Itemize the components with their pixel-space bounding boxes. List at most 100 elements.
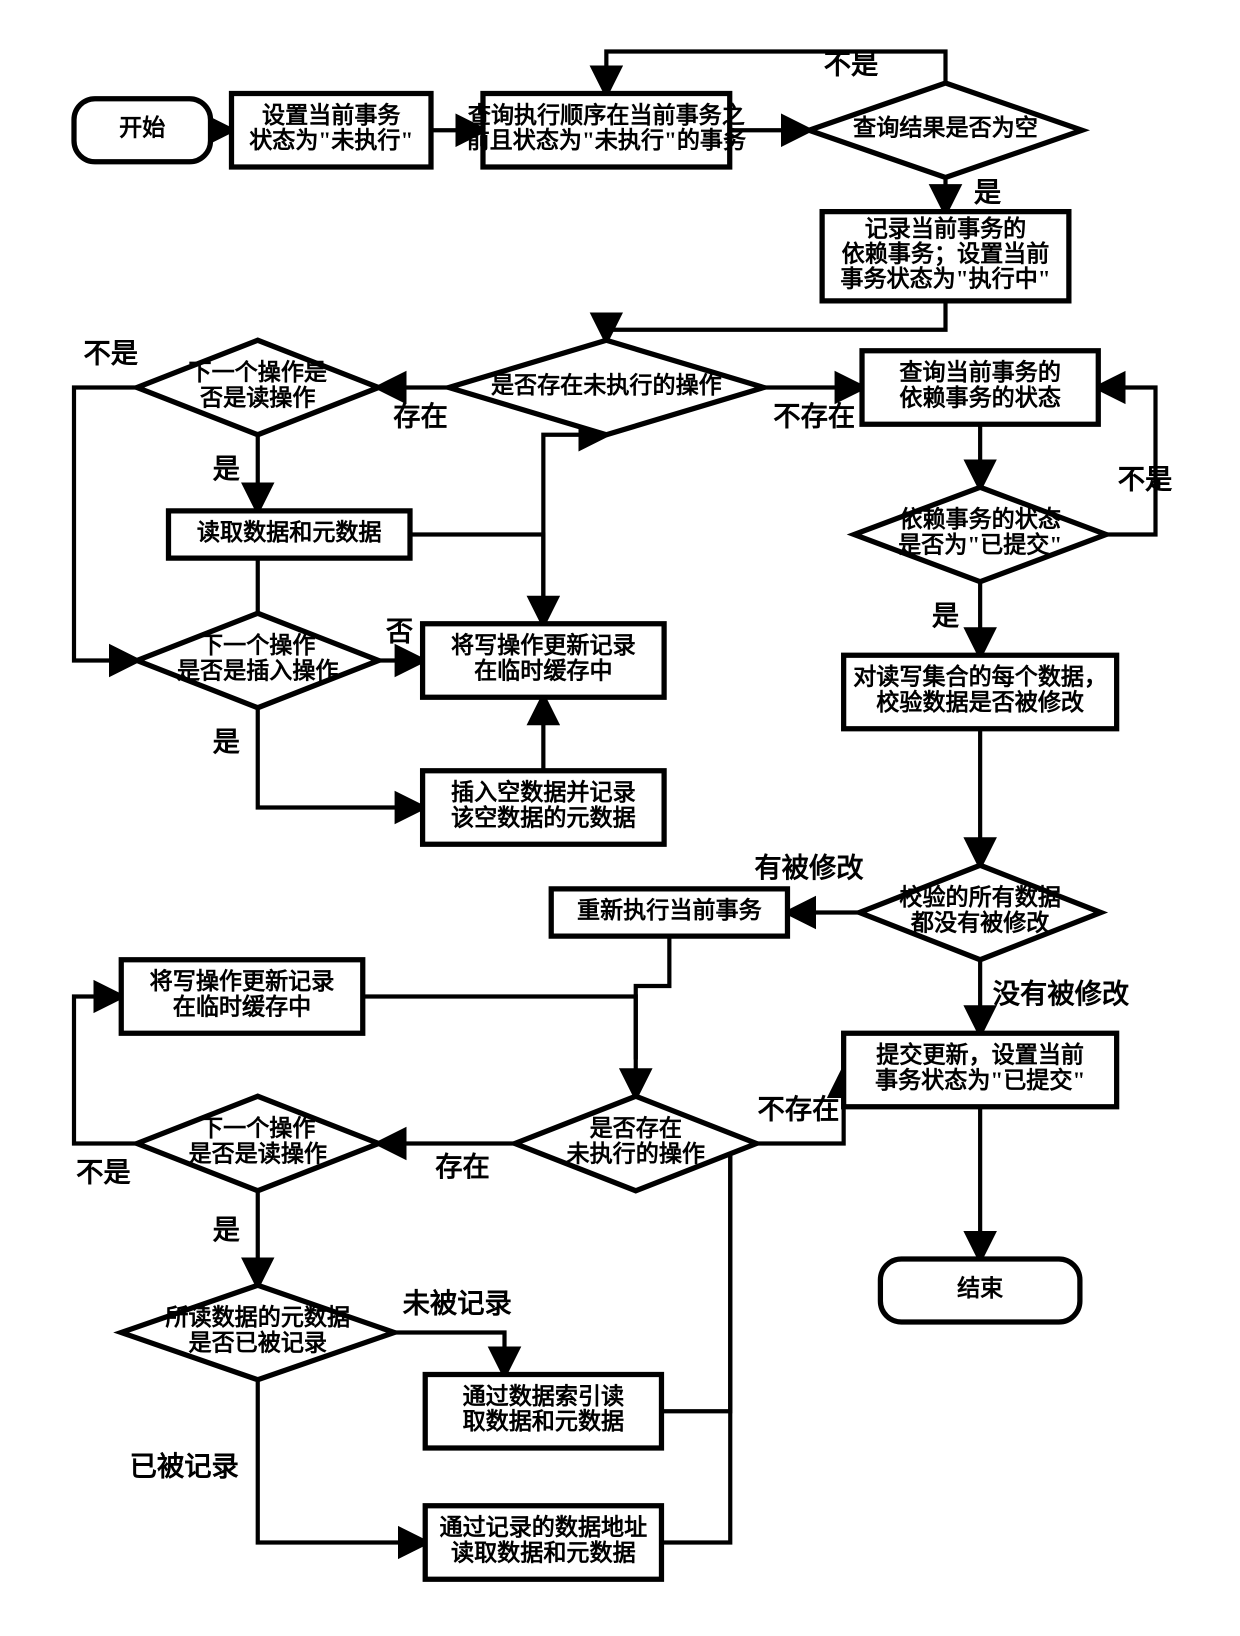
node-n3: 记录当前事务的依赖事务；设置当前事务状态为"执行中" bbox=[822, 212, 1069, 301]
node-d3: 下一个操作是否是读操作 bbox=[137, 340, 379, 435]
node-d5-line-1: 是否为"已提交" bbox=[898, 531, 1062, 557]
node-end-line-0: 结束 bbox=[957, 1275, 1004, 1301]
node-d6-line-1: 都没有被修改 bbox=[910, 909, 1050, 935]
node-start-line-0: 开始 bbox=[119, 115, 165, 141]
node-n6-line-1: 该空数据的元数据 bbox=[451, 804, 636, 830]
node-d6-line-0: 校验的所有数据 bbox=[899, 884, 1061, 910]
edge-label-9: 是 bbox=[213, 454, 241, 484]
node-d4: 下一个操作是否是插入操作 bbox=[137, 613, 379, 708]
node-n6: 插入空数据并记录该空数据的元数据 bbox=[423, 771, 664, 845]
edge-label-21: 没有被修改 bbox=[993, 979, 1130, 1009]
edge-label-27: 是 bbox=[213, 1215, 241, 1245]
node-d6: 校验的所有数据都没有被修改 bbox=[859, 865, 1101, 960]
node-d5: 依赖事务的状态是否为"已提交" bbox=[854, 487, 1106, 582]
node-d3-line-0: 下一个操作是 bbox=[189, 359, 327, 385]
node-d8-line-1: 未执行的操作 bbox=[567, 1140, 705, 1166]
node-n6-line-0: 插入空数据并记录 bbox=[451, 779, 636, 805]
edge-label-13: 是 bbox=[213, 727, 241, 757]
node-n5-line-0: 将写操作更新记录 bbox=[451, 632, 636, 658]
edge-label-23: 存在 bbox=[435, 1151, 490, 1182]
edge-15 bbox=[543, 435, 606, 624]
node-d9: 所读数据的元数据是否已被记录 bbox=[121, 1285, 394, 1380]
node-d7-line-1: 是否是读操作 bbox=[189, 1140, 327, 1166]
node-n3-line-0: 记录当前事务的 bbox=[865, 215, 1027, 241]
node-n2: 查询执行顺序在当前事务之前且状态为"未执行"的事务 bbox=[467, 94, 747, 168]
node-n4-line-0: 读取数据和元数据 bbox=[197, 519, 382, 545]
node-n7: 查询当前事务的依赖事务的状态 bbox=[862, 351, 1098, 425]
edge-label-30: 已被记录 bbox=[130, 1451, 239, 1481]
node-n8-line-0: 对读写集合的每个数据， bbox=[853, 664, 1107, 690]
edge-label-12: 否 bbox=[386, 617, 413, 647]
edge-label-25: 不是 bbox=[76, 1157, 131, 1187]
node-n5-line-1: 在临时缓存中 bbox=[474, 657, 612, 683]
edge-label-7: 不存在 bbox=[773, 400, 855, 431]
node-d8-line-0: 是否存在 bbox=[590, 1115, 682, 1141]
node-d7: 下一个操作是否是读操作 bbox=[137, 1096, 379, 1191]
node-d5-line-0: 依赖事务的状态 bbox=[899, 506, 1061, 532]
edge-label-28: 未被记录 bbox=[403, 1289, 512, 1319]
node-n10-line-0: 将写操作更新记录 bbox=[150, 968, 335, 994]
edge-3 bbox=[606, 52, 945, 94]
node-n10: 将写操作更新记录在临时缓存中 bbox=[121, 960, 363, 1034]
nodes-group: 开始 设置当前事务状态为"未执行" 查询执行顺序在当前事务之前且状态为"未执行"的事… bbox=[74, 83, 1117, 1579]
node-n1-line-1: 状态为"未执行" bbox=[249, 127, 413, 153]
node-n12-line-0: 通过数据索引读 bbox=[463, 1383, 625, 1409]
edge-label-18: 是 bbox=[932, 601, 960, 631]
node-n7-line-1: 依赖事务的状态 bbox=[899, 384, 1061, 410]
node-d9-line-0: 所读数据的元数据 bbox=[165, 1304, 350, 1330]
node-n8-line-1: 校验数据是否被修改 bbox=[876, 689, 1085, 715]
node-n11-line-0: 提交更新，设置当前 bbox=[876, 1042, 1084, 1068]
edge-label-8: 不是 bbox=[83, 338, 138, 368]
node-n11-line-1: 事务状态为"已提交" bbox=[875, 1067, 1085, 1093]
node-n13-line-0: 通过记录的数据地址 bbox=[439, 1514, 647, 1540]
node-n13: 通过记录的数据地址读取数据和元数据 bbox=[425, 1506, 661, 1580]
node-d4-line-0: 下一个操作 bbox=[200, 632, 315, 658]
node-n9: 重新执行当前事务 bbox=[551, 889, 787, 936]
edge-10 bbox=[410, 535, 543, 624]
node-n11: 提交更新，设置当前事务状态为"已提交" bbox=[844, 1033, 1117, 1107]
node-d4-line-1: 是否是插入操作 bbox=[177, 657, 339, 683]
edge-label-6: 存在 bbox=[393, 400, 448, 431]
node-n1-line-0: 设置当前事务 bbox=[262, 102, 401, 128]
node-n10-line-1: 在临时缓存中 bbox=[173, 993, 311, 1019]
edge-26 bbox=[363, 997, 636, 1060]
edge-label-4: 是 bbox=[974, 178, 1002, 208]
node-d7-line-0: 下一个操作 bbox=[200, 1115, 315, 1141]
node-d9-line-1: 是否已被记录 bbox=[189, 1329, 327, 1355]
node-n8: 对读写集合的每个数据，校验数据是否被修改 bbox=[844, 655, 1117, 729]
node-end: 结束 bbox=[880, 1259, 1080, 1322]
edge-22 bbox=[636, 937, 670, 1097]
node-d2: 是否存在未执行的操作 bbox=[449, 340, 764, 435]
node-d3-line-1: 否是读操作 bbox=[199, 384, 315, 410]
edge-8 bbox=[74, 388, 137, 661]
edge-label-20: 有被修改 bbox=[754, 853, 864, 883]
edge-13 bbox=[258, 708, 423, 808]
edge-label-17: 不是 bbox=[1118, 464, 1173, 494]
node-d1-line-0: 查询结果是否为空 bbox=[853, 115, 1038, 141]
node-n3-line-1: 依赖事务；设置当前 bbox=[842, 241, 1050, 267]
edge-label-24: 不存在 bbox=[758, 1093, 840, 1124]
node-n2-line-1: 前且状态为"未执行"的事务 bbox=[467, 127, 747, 153]
node-start: 开始 bbox=[74, 99, 211, 162]
node-n12: 通过数据索引读取数据和元数据 bbox=[425, 1375, 661, 1449]
node-n7-line-0: 查询当前事务的 bbox=[899, 359, 1061, 385]
edge-label-3: 不是 bbox=[824, 50, 879, 80]
edge-28 bbox=[394, 1333, 504, 1375]
node-n2-line-0: 查询执行顺序在当前事务之 bbox=[468, 102, 745, 128]
node-d1: 查询结果是否为空 bbox=[809, 83, 1082, 178]
flowchart-canvas: 不是是存在不存在不是是否是不是是有被修改没有被修改存在不存在不是是未被记录已被记… bbox=[20, 20, 1220, 1616]
node-n12-line-1: 取数据和元数据 bbox=[463, 1408, 625, 1434]
node-n5: 将写操作更新记录在临时缓存中 bbox=[423, 624, 664, 698]
node-n13-line-1: 读取数据和元数据 bbox=[451, 1539, 636, 1565]
node-d8: 是否存在未执行的操作 bbox=[515, 1096, 757, 1191]
edge-5 bbox=[606, 301, 945, 340]
edge-17 bbox=[1098, 388, 1156, 535]
node-d2-line-0: 是否存在未执行的操作 bbox=[491, 372, 722, 398]
edge-30 bbox=[258, 1380, 426, 1543]
edge-31 bbox=[662, 1144, 730, 1412]
node-n1: 设置当前事务状态为"未执行" bbox=[232, 94, 432, 168]
node-n9-line-0: 重新执行当前事务 bbox=[577, 897, 763, 923]
node-n3-line-2: 事务状态为"执行中" bbox=[840, 266, 1050, 292]
edge-32 bbox=[662, 1144, 730, 1543]
node-n4: 读取数据和元数据 bbox=[169, 511, 411, 558]
